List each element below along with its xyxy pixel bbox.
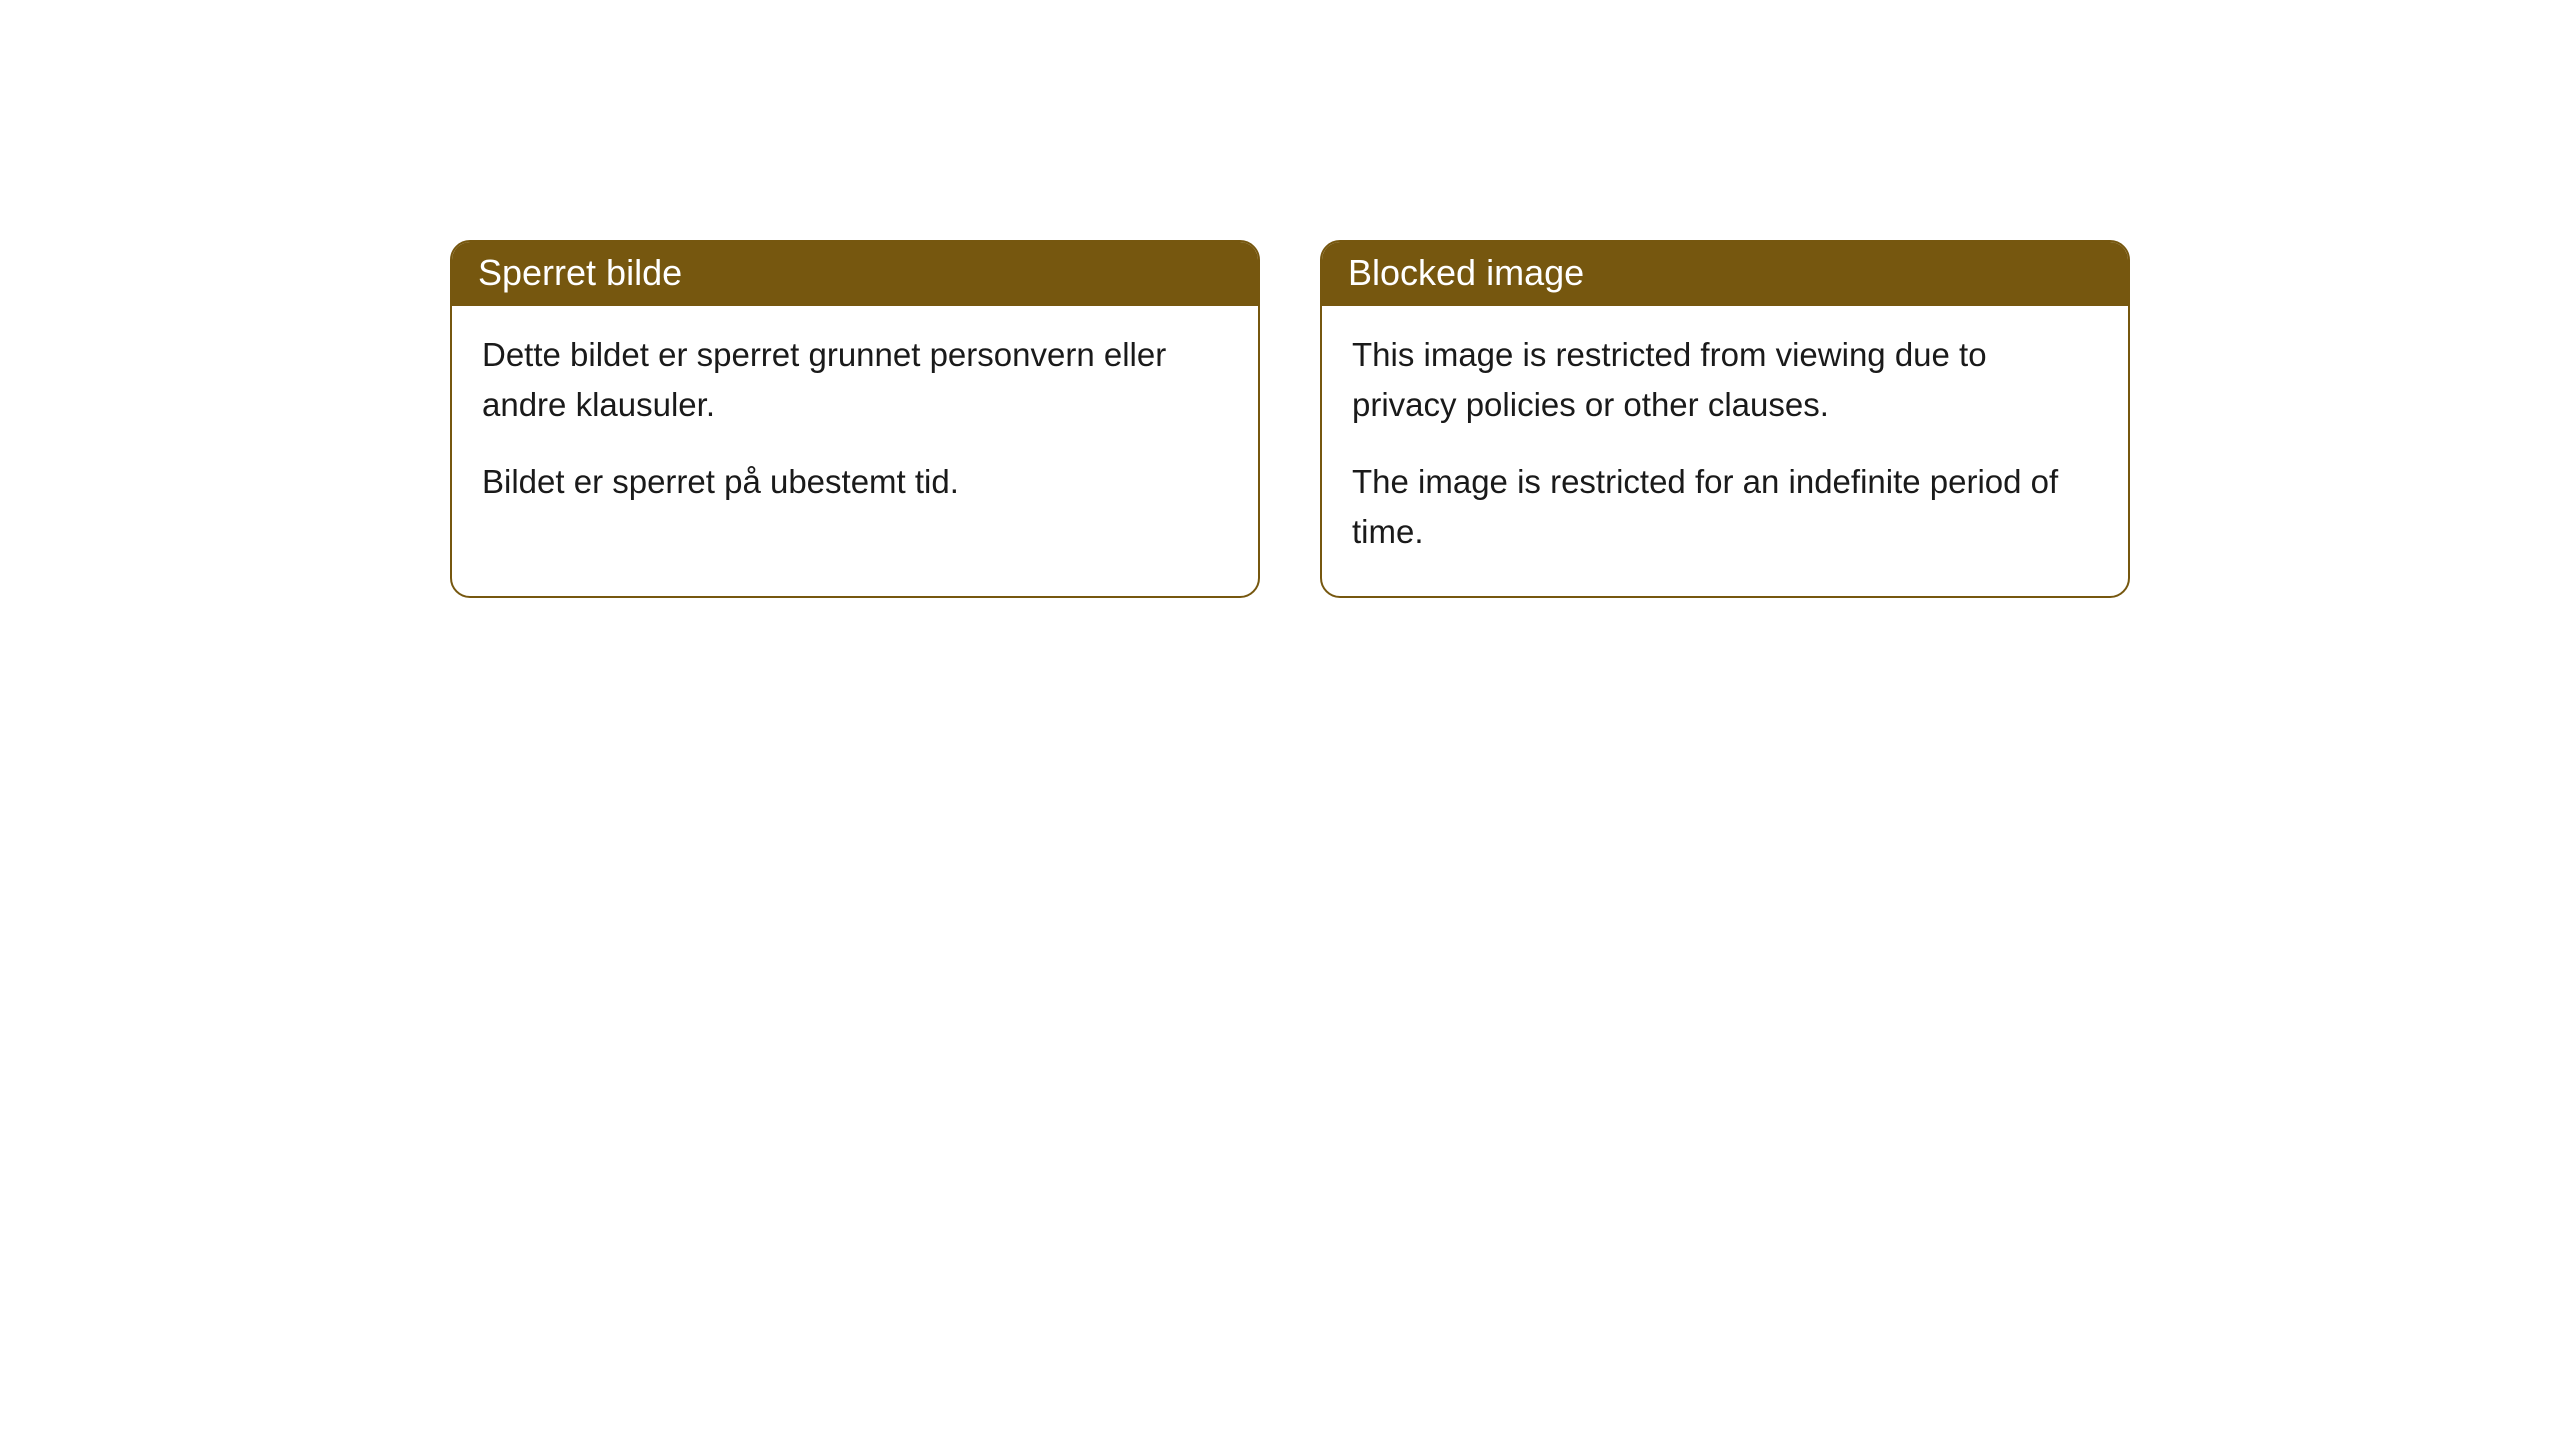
card-paragraph-2: The image is restricted for an indefinit… <box>1352 457 2098 556</box>
card-header: Blocked image <box>1322 242 2128 306</box>
blocked-image-card-english: Blocked image This image is restricted f… <box>1320 240 2130 598</box>
card-header: Sperret bilde <box>452 242 1258 306</box>
card-body: Dette bildet er sperret grunnet personve… <box>452 306 1258 547</box>
card-title: Sperret bilde <box>478 252 682 293</box>
card-paragraph-1: This image is restricted from viewing du… <box>1352 330 2098 429</box>
card-body: This image is restricted from viewing du… <box>1322 306 2128 596</box>
card-paragraph-2: Bildet er sperret på ubestemt tid. <box>482 457 1228 507</box>
card-paragraph-1: Dette bildet er sperret grunnet personve… <box>482 330 1228 429</box>
card-title: Blocked image <box>1348 252 1584 293</box>
blocked-image-card-norwegian: Sperret bilde Dette bildet er sperret gr… <box>450 240 1260 598</box>
cards-container: Sperret bilde Dette bildet er sperret gr… <box>0 0 2560 598</box>
